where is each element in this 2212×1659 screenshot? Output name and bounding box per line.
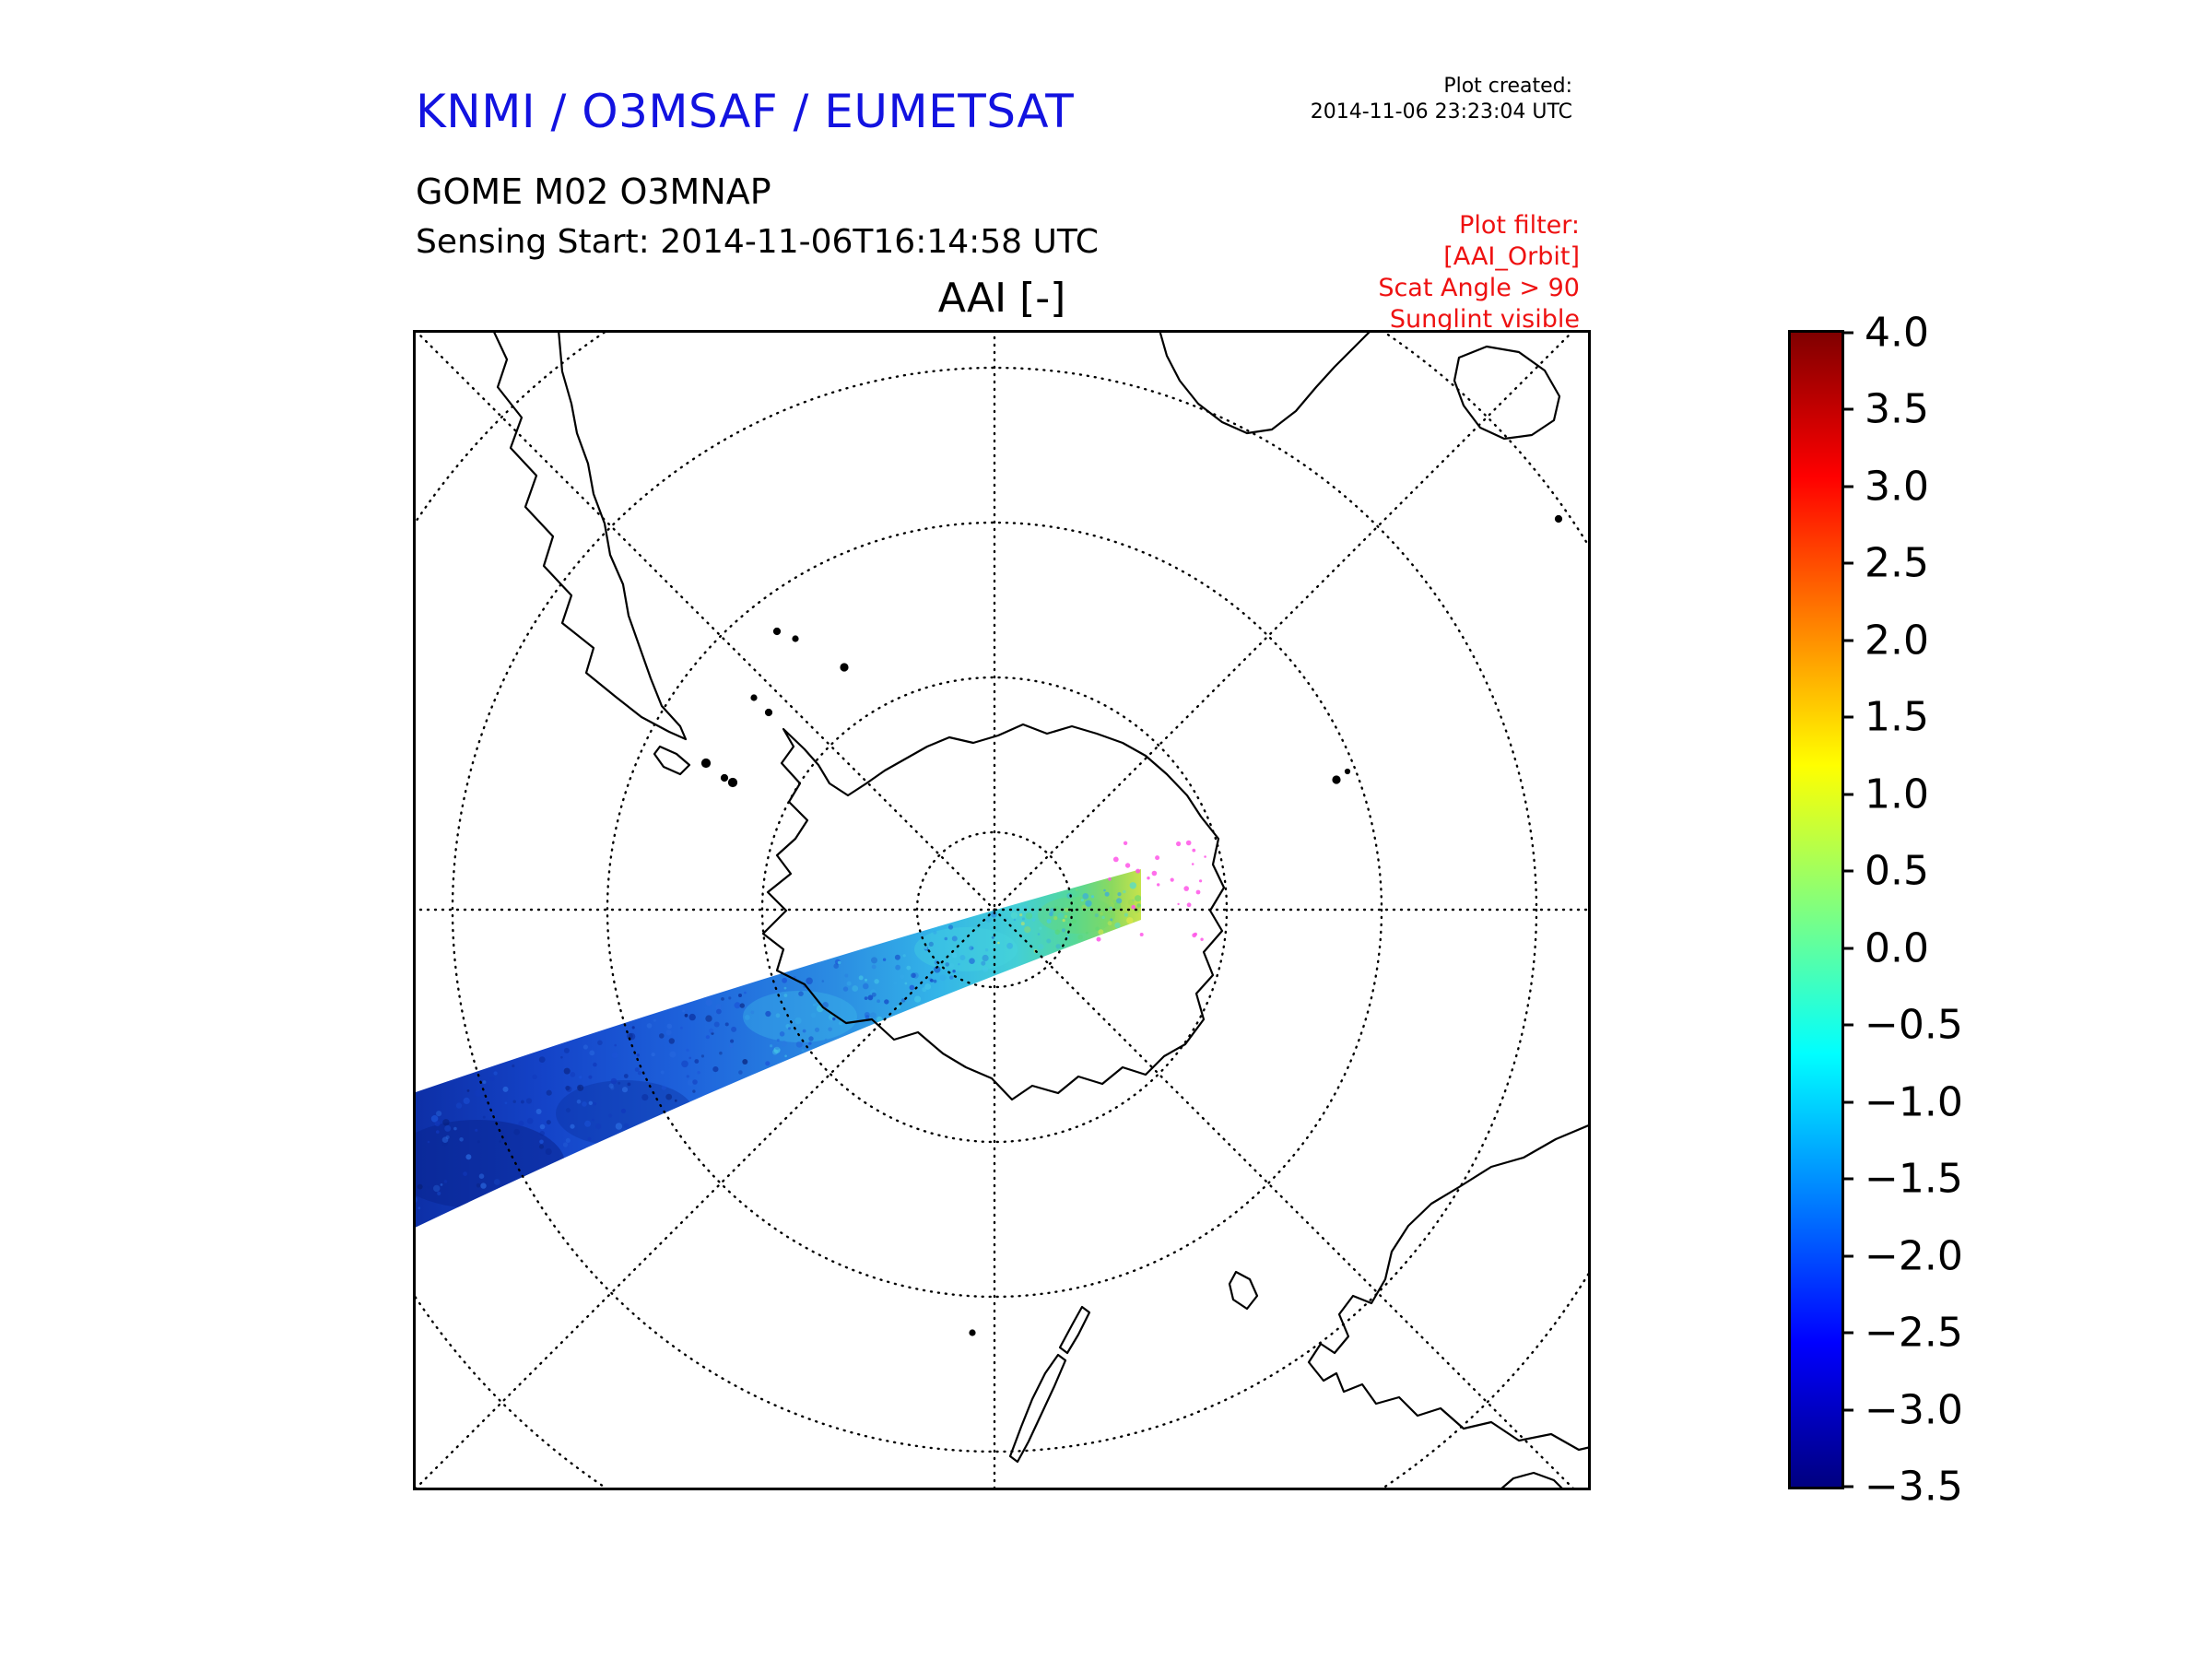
colorbar-tick	[1844, 561, 1853, 565]
colorbar-tick-label: 1.0	[1865, 771, 1929, 818]
colorbar-tick-label: −2.0	[1865, 1232, 1963, 1280]
chart-title: AAI [-]	[937, 275, 1066, 322]
colorbar-tick	[1844, 715, 1853, 719]
colorbar-tick	[1844, 1331, 1853, 1335]
island	[700, 758, 712, 769]
colorbar-tick	[1844, 947, 1853, 950]
colorbar-gradient	[1791, 333, 1841, 1487]
colorbar-tick	[1844, 1485, 1853, 1488]
island	[840, 663, 849, 672]
island	[1344, 768, 1351, 775]
plot-filter-line: Sunglint visible	[1389, 305, 1580, 334]
organization-title: KNMI / O3MSAF / EUMETSAT	[416, 85, 1075, 138]
colorbar-tick-label: −3.5	[1865, 1463, 1963, 1511]
latitude-circle	[606, 521, 1383, 1299]
coastlines	[491, 330, 1591, 1490]
product-title: GOME M02 O3MNAP	[416, 171, 771, 212]
colorbar-tick	[1844, 1100, 1853, 1104]
coastline-australia	[1307, 1123, 1591, 1452]
coastline-tierra-del-fuego	[653, 745, 691, 776]
colorbar-tick-label: 3.0	[1865, 463, 1929, 511]
island	[720, 773, 729, 782]
colorbar-tick-label: 2.0	[1865, 617, 1929, 665]
colorbar-tick-label: −1.5	[1865, 1155, 1963, 1203]
colorbar-tick	[1844, 1177, 1853, 1181]
island	[969, 1329, 976, 1336]
island	[1332, 775, 1341, 784]
coastline-new-zealand-north	[1058, 1305, 1091, 1355]
colorbar-tick	[1844, 1408, 1853, 1412]
colorbar-tick-label: −1.0	[1865, 1078, 1963, 1126]
island	[772, 627, 782, 636]
colorbar-tick-label: 2.5	[1865, 539, 1929, 587]
colorbar-tick-label: 1.5	[1865, 693, 1929, 741]
plot-filter-line: [AAI_Orbit]	[1443, 242, 1580, 271]
colorbar-tick-label: −0.5	[1865, 1001, 1963, 1049]
plot-filter-block: Plot filter: [AAI_Orbit] Scat Angle > 90…	[1378, 210, 1580, 335]
satellite-swath	[413, 840, 1206, 1229]
colorbar-tick-label: 3.5	[1865, 385, 1929, 433]
colorbar-tick	[1844, 331, 1853, 335]
longitude-line	[413, 330, 1576, 1490]
colorbar-tick	[1844, 1023, 1853, 1027]
colorbar: 4.0 3.5 3.0 2.5 2.0 1.5 1.0 0.5 0.0 −0.5 −1.0 −1.5 −…	[1788, 310, 1963, 1511]
plot-created-block: Plot created: 2014-11-06 23:23:04 UTC	[1311, 74, 1572, 125]
map-frame	[413, 330, 1591, 1490]
plot-created-timestamp: 2014-11-06 23:23:04 UTC	[1310, 100, 1572, 124]
sunglint-markers	[1096, 840, 1206, 942]
coastline-antarctica	[761, 723, 1226, 1101]
coastline-madagascar	[1453, 345, 1561, 441]
colorbar-tick	[1844, 1254, 1853, 1258]
colorbar-tick-label: −2.5	[1865, 1309, 1963, 1357]
colorbar-tick	[1844, 407, 1853, 411]
island	[727, 777, 738, 788]
sensing-start-line: Sensing Start: 2014-11-06T16:14:58 UTC	[416, 223, 1099, 261]
island	[1554, 514, 1563, 524]
latitude-circle	[451, 366, 1538, 1453]
swath-speckles	[413, 882, 1141, 1210]
colorbar-tick-label: −3.0	[1865, 1386, 1963, 1434]
colorbar-tick	[1844, 793, 1853, 796]
plot-filter-line: Scat Angle > 90	[1378, 274, 1580, 302]
coastline-new-zealand-south	[1008, 1353, 1067, 1464]
island	[764, 708, 773, 717]
coastline-south-america	[491, 330, 688, 741]
colorbar-tick	[1844, 639, 1853, 642]
coastline-africa	[1158, 330, 1373, 435]
latitude-circle	[915, 830, 1074, 989]
colorbar-tick	[1844, 869, 1853, 873]
coastline-fragment	[1499, 1471, 1565, 1490]
colorbar-tick-label: 4.0	[1865, 309, 1929, 357]
island	[792, 635, 799, 642]
latitude-circle	[760, 676, 1229, 1144]
colorbar-tick-label: 0.5	[1865, 847, 1929, 895]
colorbar-tick	[1844, 485, 1853, 488]
plot-filter-title: Plot filter:	[1459, 211, 1580, 240]
coastline-tasmania	[1228, 1270, 1259, 1311]
graticule	[413, 330, 1591, 1490]
map-plot	[413, 330, 1591, 1490]
island	[750, 694, 758, 701]
colorbar-tick-label: 0.0	[1865, 924, 1929, 972]
plot-created-label: Plot created:	[1443, 75, 1572, 98]
